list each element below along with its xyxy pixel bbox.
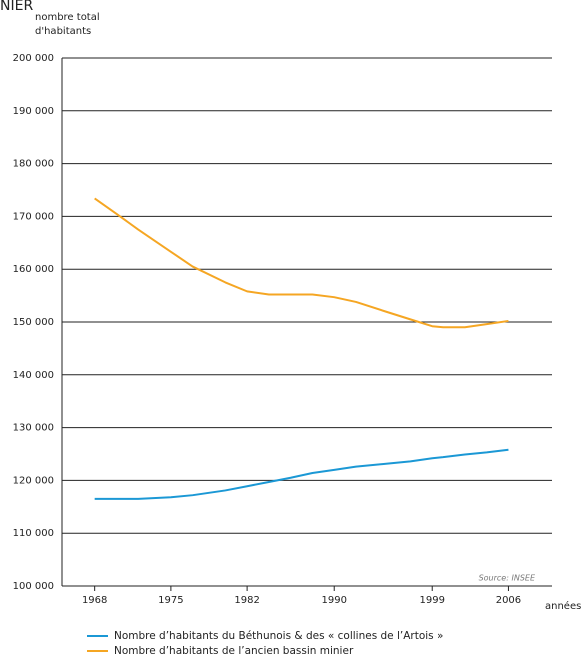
- x-tick-label: 1968: [82, 595, 107, 606]
- x-tick-label: 1975: [158, 595, 183, 606]
- chart-title: NIER: [0, 0, 33, 14]
- y-axis-label: d'habitants: [35, 26, 91, 37]
- legend-label: Nombre d’habitants du Béthunois & des « …: [114, 630, 443, 642]
- series-line: [94, 197, 509, 329]
- legend-label: Nombre d’habitants de l’ancien bassin mi…: [114, 645, 354, 657]
- x-axis-label: années: [545, 600, 581, 612]
- y-tick-label: 110 000: [13, 528, 54, 539]
- x-tick-label: 1999: [419, 595, 444, 606]
- y-tick-label: 130 000: [13, 423, 54, 434]
- y-axis-label: nombre total: [35, 12, 100, 23]
- y-tick-label: 190 000: [13, 106, 54, 117]
- y-tick-label: 140 000: [13, 370, 54, 381]
- y-tick-label: 180 000: [13, 159, 54, 170]
- y-tick-label: 200 000: [13, 53, 54, 64]
- y-tick-label: 170 000: [13, 211, 54, 222]
- x-tick-label: 1982: [234, 595, 259, 606]
- source: Source: INSEE: [479, 574, 536, 583]
- y-tick-label: 160 000: [13, 264, 54, 275]
- y-tick-label: 100 000: [13, 581, 54, 592]
- series-line: [94, 448, 509, 500]
- y-tick-label: 150 000: [13, 317, 54, 328]
- y-tick-label: 120 000: [13, 475, 54, 486]
- x-tick-label: 2006: [496, 595, 521, 606]
- x-tick-label: 1990: [321, 595, 346, 606]
